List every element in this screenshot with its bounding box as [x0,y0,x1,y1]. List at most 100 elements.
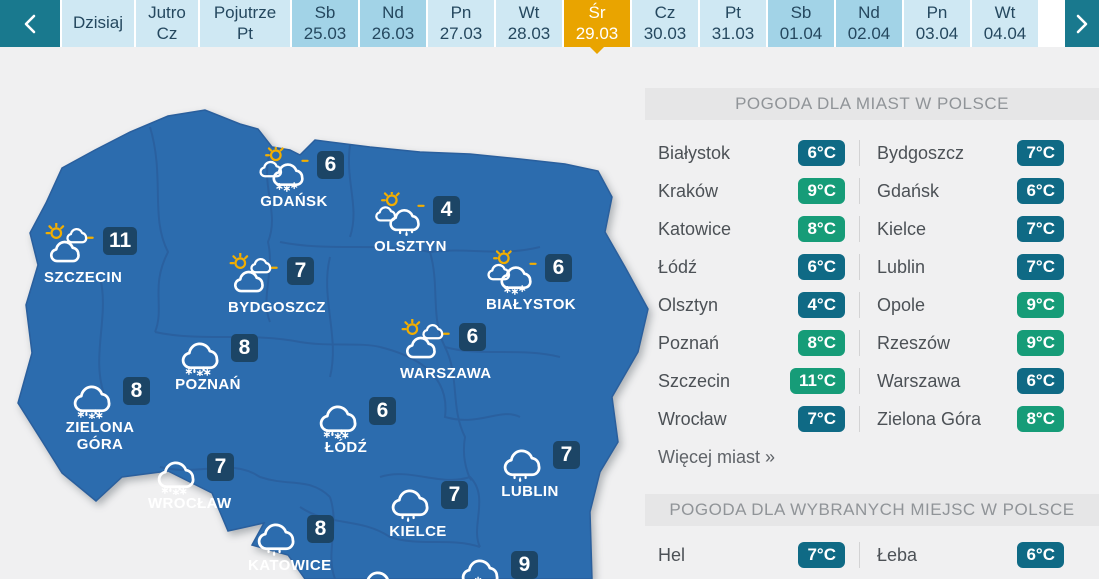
chevron-right-icon [1076,14,1088,33]
tab-date: Cz [156,23,178,43]
map-marker-pozna[interactable]: 8 POZNAŃ [172,330,258,394]
city-temp-row: Kraków 9°C Gdańsk 6°C [645,172,1099,210]
city-name: Katowice [658,218,732,239]
city-weather-link-wroc-aw[interactable]: Wrocław 7°C [658,406,860,432]
map-temp-badge: 7 [207,453,234,481]
tab-date: 28.03 [507,23,551,43]
nav-tab-cz-30-03[interactable]: Cz 30.03 [632,0,698,47]
map-temp-badge: 6 [369,397,396,425]
map-marker[interactable]: 9 [452,547,538,579]
map-temp-badge: 9 [511,551,538,579]
section-title-cities: POGODA DLA MIAST W POLSCE [645,88,1099,120]
section-title-places: POGODA DLA WYBRANYCH MIEJSC W POLSCE [645,494,1099,526]
marker-icon-row: 6 [486,250,572,296]
marker-icon-row: 7 [494,437,580,483]
tab-label: Sb [314,3,336,23]
city-name: Opole [877,294,926,315]
city-weather-link-warszawa[interactable]: Warszawa 6°C [877,368,1064,394]
city-weather-link-krak-w[interactable]: Kraków 9°C [658,178,860,204]
marker-icon-row: 8 [64,373,150,419]
temp-badge: 8°C [798,330,845,356]
city-weather-link-olsztyn[interactable]: Olsztyn 4°C [658,292,860,318]
city-weather-link-gda-sk[interactable]: Gdańsk 6°C [877,178,1064,204]
temp-badge: 6°C [798,254,845,280]
nav-tab-nd-02-04[interactable]: Nd 02.04 [836,0,902,47]
map-marker-d[interactable]: 6 ŁÓDŹ [310,393,396,457]
map-marker[interactable] [350,559,404,579]
prev-day-button[interactable] [0,0,60,47]
temp-badge: 6°C [1017,542,1064,568]
nav-tab-jutro-cz[interactable]: Jutro Cz [136,0,198,47]
temp-badge: 4°C [798,292,845,318]
sun-clouds-icon [401,319,450,359]
weather-content: 6 GDAŃSK 4 OLSZTYN 11 SZCZECIN 7 BYDGOSZCZ 6 BIAŁ… [0,47,1099,579]
city-weather-link-d[interactable]: Łódź 6°C [658,254,860,280]
map-city-label: POZNAŃ [175,376,241,393]
city-weather-link-kielce[interactable]: Kielce 7°C [877,216,1064,242]
map-temp-badge: 7 [441,481,468,509]
map-marker-olsztyn[interactable]: 4 OLSZTYN [374,192,460,256]
map-marker-gda-sk[interactable]: 6 GDAŃSK [258,147,344,211]
map-marker-bia-ystok[interactable]: 6 BIAŁYSTOK [486,250,576,314]
map-marker-bydgoszcz[interactable]: 7 BYDGOSZCZ [228,253,325,317]
cloud-rain-icon [257,523,295,556]
map-city-label: ZIELONA GÓRA [65,419,135,453]
temp-badge: 7°C [1017,254,1064,280]
sun-cloud-snow-icon [487,250,537,295]
city-weather-link-hel[interactable]: Hel 7°C [658,542,860,568]
map-city-label: ŁÓDŹ [324,439,368,456]
map-temp-badge: 6 [545,254,572,282]
nav-tab-pojutrze-pt[interactable]: Pojutrze Pt [200,0,290,47]
more-cities-link[interactable]: Więcej miast » [658,447,776,467]
map-marker-katowice[interactable]: 8 KATOWICE [248,511,334,575]
city-name: Szczecin [658,370,731,391]
sun-cloud-snow-icon [259,147,309,192]
tab-date: Pt [236,23,254,43]
map-temp-badge: 7 [287,257,314,285]
city-weather-link-rzesz-w[interactable]: Rzeszów 9°C [877,330,1064,356]
nav-tab-wt-04-04[interactable]: Wt 04.04 [972,0,1038,47]
city-weather-link-eba[interactable]: Łeba 6°C [877,542,1064,568]
map-marker-lublin[interactable]: 7 LUBLIN [494,437,580,501]
city-weather-link-bia-ystok[interactable]: Białystok 6°C [658,140,860,166]
city-temp-row: Białystok 6°C Bydgoszcz 7°C [645,134,1099,172]
city-weather-link-katowice[interactable]: Katowice 8°C [658,216,860,242]
map-city-label: SZCZECIN [44,269,123,286]
temp-badge: 11°C [789,368,845,394]
city-name: Gdańsk [877,180,940,201]
map-marker-wroc-aw[interactable]: 7 WROCŁAW [148,449,234,513]
next-day-button[interactable] [1065,0,1099,47]
tab-label: Sb [790,3,812,23]
city-weather-link-bydgoszcz[interactable]: Bydgoszcz 7°C [877,140,1064,166]
temp-badge: 6°C [1017,368,1064,394]
nav-tab-sb-25-03[interactable]: Sb 25.03 [292,0,358,47]
temp-badge: 7°C [1017,216,1064,242]
city-weather-link-szczecin[interactable]: Szczecin 11°C [658,368,860,394]
map-marker-kielce[interactable]: 7 KIELCE [382,477,468,541]
nav-tab-nd-26-03[interactable]: Nd 26.03 [360,0,426,47]
nav-tab-pn-03-04[interactable]: Pn 03.04 [904,0,970,47]
date-tabs: Dzisiaj Jutro Cz Pojutrze Pt Sb 25.03 Nd 26.03 Pn… [62,0,1038,47]
city-name: Wrocław [658,408,727,429]
nav-tab-sb-01-04[interactable]: Sb 01.04 [768,0,834,47]
map-marker-szczecin[interactable]: 11 SZCZECIN [44,223,138,287]
map-marker-warszawa[interactable]: 6 WARSZAWA [400,319,491,383]
nav-tab-r-29-03[interactable]: Śr 29.03 [564,0,630,47]
city-temp-row: Hel 7°C Łeba 6°C [645,536,1099,574]
nav-tab-pt-31-03[interactable]: Pt 31.03 [700,0,766,47]
city-name: Hel [658,544,686,565]
city-weather-link-zielona-g-ra[interactable]: Zielona Góra 8°C [877,406,1064,432]
nav-tab-dzisiaj[interactable]: Dzisiaj [62,0,134,47]
nav-tab-pn-27-03[interactable]: Pn 27.03 [428,0,494,47]
temp-badge: 9°C [1017,330,1064,356]
tab-label: Pn [450,3,472,23]
tab-date: 29.03 [575,23,619,43]
temp-badge: 8°C [1017,406,1064,432]
city-weather-link-opole[interactable]: Opole 9°C [877,292,1064,318]
city-weather-link-lublin[interactable]: Lublin 7°C [877,254,1064,280]
nav-tab-wt-28-03[interactable]: Wt 28.03 [496,0,562,47]
city-name: Kraków [658,180,719,201]
city-weather-link-pozna[interactable]: Poznań 8°C [658,330,860,356]
map-marker-zielona-g-ra[interactable]: 8 ZIELONA GÓRA [64,373,150,453]
sun-clouds-icon [45,223,94,263]
